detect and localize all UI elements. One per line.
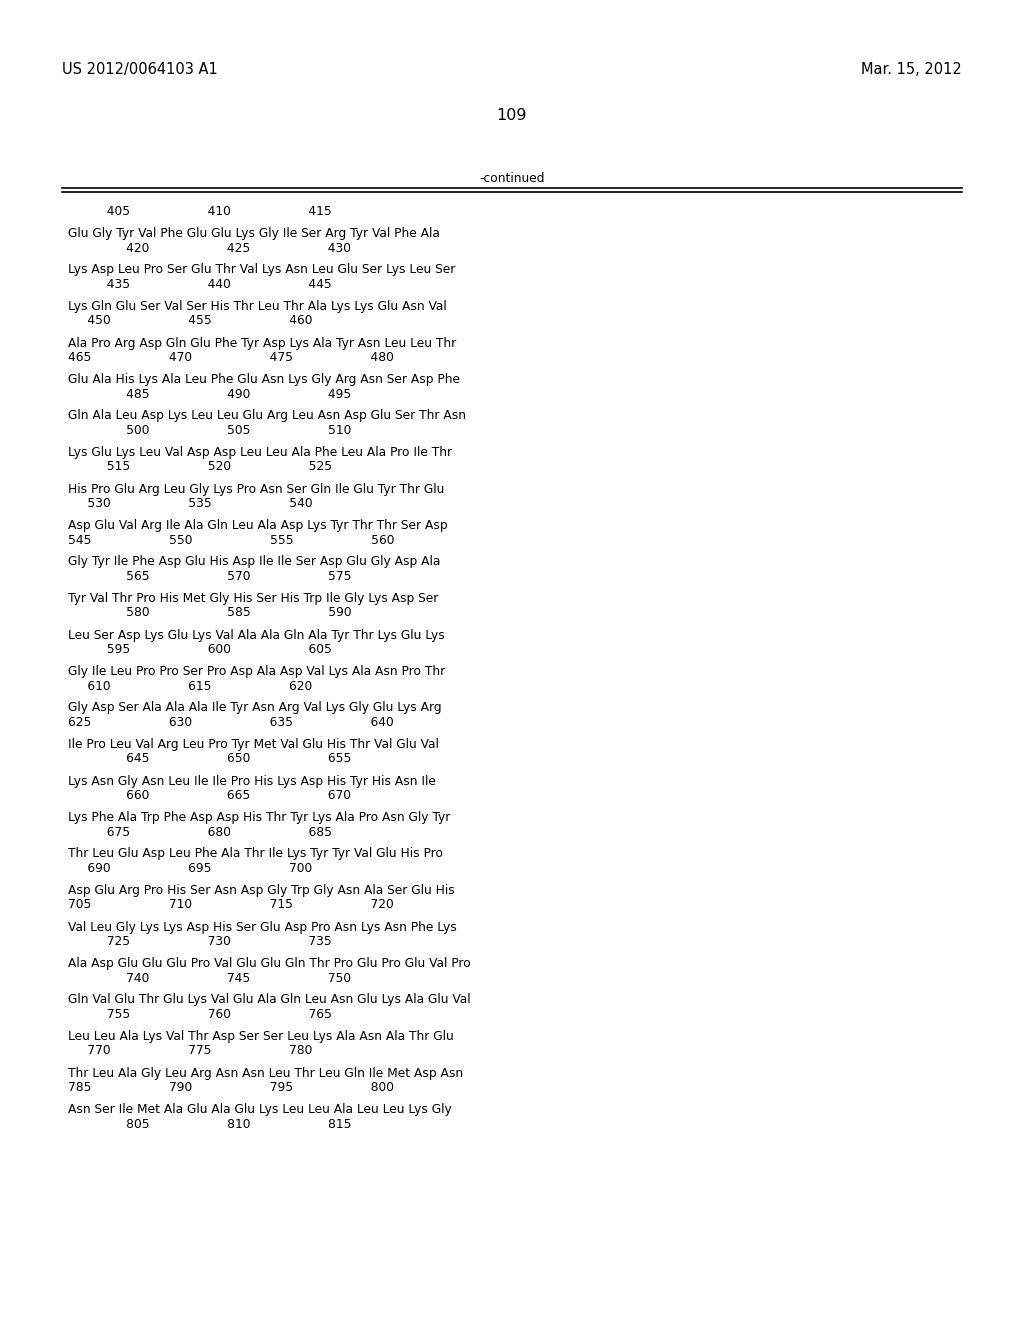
Text: Glu Gly Tyr Val Phe Glu Glu Lys Gly Ile Ser Arg Tyr Val Phe Ala: Glu Gly Tyr Val Phe Glu Glu Lys Gly Ile … [68,227,440,240]
Text: 770                    775                    780: 770 775 780 [68,1044,312,1057]
Text: 109: 109 [497,108,527,123]
Text: 485                    490                    495: 485 490 495 [68,388,351,400]
Text: 785                    790                    795                    800: 785 790 795 800 [68,1081,394,1094]
Text: -continued: -continued [479,172,545,185]
Text: 610                    615                    620: 610 615 620 [68,680,312,693]
Text: 515                    520                    525: 515 520 525 [68,461,332,474]
Text: Glu Ala His Lys Ala Leu Phe Glu Asn Lys Gly Arg Asn Ser Asp Phe: Glu Ala His Lys Ala Leu Phe Glu Asn Lys … [68,374,460,385]
Text: Mar. 15, 2012: Mar. 15, 2012 [861,62,962,77]
Text: 580                    585                    590: 580 585 590 [68,606,351,619]
Text: 450                    455                    460: 450 455 460 [68,314,312,327]
Text: 530                    535                    540: 530 535 540 [68,498,312,510]
Text: 755                    760                    765: 755 760 765 [68,1008,332,1020]
Text: 725                    730                    735: 725 730 735 [68,935,332,948]
Text: 405                    410                    415: 405 410 415 [68,205,332,218]
Text: 740                    745                    750: 740 745 750 [68,972,351,985]
Text: 705                    710                    715                    720: 705 710 715 720 [68,899,394,912]
Text: Gly Asp Ser Ala Ala Ala Ile Tyr Asn Arg Val Lys Gly Glu Lys Arg: Gly Asp Ser Ala Ala Ala Ile Tyr Asn Arg … [68,701,441,714]
Text: Ile Pro Leu Val Arg Leu Pro Tyr Met Val Glu His Thr Val Glu Val: Ile Pro Leu Val Arg Leu Pro Tyr Met Val … [68,738,439,751]
Text: 420                    425                    430: 420 425 430 [68,242,351,255]
Text: 500                    505                    510: 500 505 510 [68,424,351,437]
Text: Thr Leu Ala Gly Leu Arg Asn Asn Leu Thr Leu Gln Ile Met Asp Asn: Thr Leu Ala Gly Leu Arg Asn Asn Leu Thr … [68,1067,463,1080]
Text: Lys Asp Leu Pro Ser Glu Thr Val Lys Asn Leu Glu Ser Lys Leu Ser: Lys Asp Leu Pro Ser Glu Thr Val Lys Asn … [68,264,456,276]
Text: Gly Tyr Ile Phe Asp Glu His Asp Ile Ile Ser Asp Glu Gly Asp Ala: Gly Tyr Ile Phe Asp Glu His Asp Ile Ile … [68,556,440,569]
Text: Asp Glu Val Arg Ile Ala Gln Leu Ala Asp Lys Tyr Thr Thr Ser Asp: Asp Glu Val Arg Ile Ala Gln Leu Ala Asp … [68,519,447,532]
Text: 675                    680                    685: 675 680 685 [68,825,332,838]
Text: Gln Ala Leu Asp Lys Leu Leu Glu Arg Leu Asn Asp Glu Ser Thr Asn: Gln Ala Leu Asp Lys Leu Leu Glu Arg Leu … [68,409,466,422]
Text: 595                    600                    605: 595 600 605 [68,643,332,656]
Text: Leu Ser Asp Lys Glu Lys Val Ala Ala Gln Ala Tyr Thr Lys Glu Lys: Leu Ser Asp Lys Glu Lys Val Ala Ala Gln … [68,628,444,642]
Text: 690                    695                    700: 690 695 700 [68,862,312,875]
Text: 465                    470                    475                    480: 465 470 475 480 [68,351,394,364]
Text: 625                    630                    635                    640: 625 630 635 640 [68,715,394,729]
Text: Asn Ser Ile Met Ala Glu Ala Glu Lys Leu Leu Ala Leu Leu Lys Gly: Asn Ser Ile Met Ala Glu Ala Glu Lys Leu … [68,1104,452,1115]
Text: Val Leu Gly Lys Lys Asp His Ser Glu Asp Pro Asn Lys Asn Phe Lys: Val Leu Gly Lys Lys Asp His Ser Glu Asp … [68,920,457,933]
Text: Lys Phe Ala Trp Phe Asp Asp His Thr Tyr Lys Ala Pro Asn Gly Tyr: Lys Phe Ala Trp Phe Asp Asp His Thr Tyr … [68,810,451,824]
Text: Lys Gln Glu Ser Val Ser His Thr Leu Thr Ala Lys Lys Glu Asn Val: Lys Gln Glu Ser Val Ser His Thr Leu Thr … [68,300,446,313]
Text: 645                    650                    655: 645 650 655 [68,752,351,766]
Text: Ala Asp Glu Glu Glu Pro Val Glu Glu Gln Thr Pro Glu Pro Glu Val Pro: Ala Asp Glu Glu Glu Pro Val Glu Glu Gln … [68,957,471,970]
Text: His Pro Glu Arg Leu Gly Lys Pro Asn Ser Gln Ile Glu Tyr Thr Glu: His Pro Glu Arg Leu Gly Lys Pro Asn Ser … [68,483,444,495]
Text: Thr Leu Glu Asp Leu Phe Ala Thr Ile Lys Tyr Tyr Val Glu His Pro: Thr Leu Glu Asp Leu Phe Ala Thr Ile Lys … [68,847,443,861]
Text: Asp Glu Arg Pro His Ser Asn Asp Gly Trp Gly Asn Ala Ser Glu His: Asp Glu Arg Pro His Ser Asn Asp Gly Trp … [68,884,455,898]
Text: US 2012/0064103 A1: US 2012/0064103 A1 [62,62,218,77]
Text: Ala Pro Arg Asp Gln Glu Phe Tyr Asp Lys Ala Tyr Asn Leu Leu Thr: Ala Pro Arg Asp Gln Glu Phe Tyr Asp Lys … [68,337,457,350]
Text: Tyr Val Thr Pro His Met Gly His Ser His Trp Ile Gly Lys Asp Ser: Tyr Val Thr Pro His Met Gly His Ser His … [68,591,438,605]
Text: 565                    570                    575: 565 570 575 [68,570,351,583]
Text: 660                    665                    670: 660 665 670 [68,789,351,803]
Text: Lys Asn Gly Asn Leu Ile Ile Pro His Lys Asp His Tyr His Asn Ile: Lys Asn Gly Asn Leu Ile Ile Pro His Lys … [68,775,436,788]
Text: Gly Ile Leu Pro Pro Ser Pro Asp Ala Asp Val Lys Ala Asn Pro Thr: Gly Ile Leu Pro Pro Ser Pro Asp Ala Asp … [68,665,445,678]
Text: 435                    440                    445: 435 440 445 [68,279,332,290]
Text: 805                    810                    815: 805 810 815 [68,1118,351,1130]
Text: Leu Leu Ala Lys Val Thr Asp Ser Ser Leu Lys Ala Asn Ala Thr Glu: Leu Leu Ala Lys Val Thr Asp Ser Ser Leu … [68,1030,454,1043]
Text: Gln Val Glu Thr Glu Lys Val Glu Ala Gln Leu Asn Glu Lys Ala Glu Val: Gln Val Glu Thr Glu Lys Val Glu Ala Gln … [68,994,471,1006]
Text: Lys Glu Lys Leu Val Asp Asp Leu Leu Ala Phe Leu Ala Pro Ile Thr: Lys Glu Lys Leu Val Asp Asp Leu Leu Ala … [68,446,453,459]
Text: 545                    550                    555                    560: 545 550 555 560 [68,533,394,546]
